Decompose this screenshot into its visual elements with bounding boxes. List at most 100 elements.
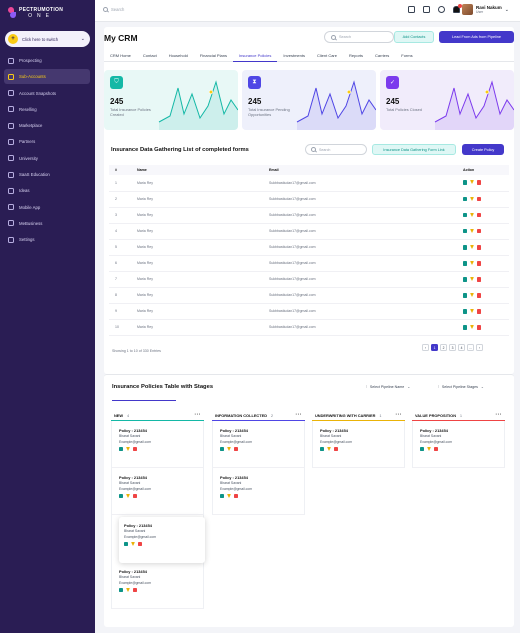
tab-carriers[interactable]: Carriers (375, 53, 390, 58)
filter-icon[interactable] (227, 493, 231, 498)
bell-icon[interactable] (453, 4, 462, 13)
filter-icon[interactable] (470, 293, 474, 298)
filter-icon[interactable] (470, 196, 474, 201)
sidebar-item-marketplace[interactable]: Marketplace (4, 118, 90, 133)
filter-icon[interactable] (470, 309, 474, 314)
user-menu[interactable]: Ravi Nakum User ⌄ (462, 4, 509, 15)
edit-icon[interactable] (463, 309, 467, 314)
policy-card[interactable]: Policy : 213454 Bharat Savani Example@gmai… (112, 421, 203, 468)
policy-card[interactable]: Policy : 213454 Bharat Savani Example@gmai… (112, 468, 203, 515)
table-row[interactable]: 5 Maria Rey Sukbbastiudan17@gmail.com (109, 239, 509, 256)
sidebar-item-reselling[interactable]: Reselling (4, 102, 90, 117)
form-link-button[interactable]: Insurance Data Gathering Form Link (372, 144, 456, 155)
table-row[interactable]: 3 Maria Rey Sukbbastiudan17@gmail.com (109, 207, 509, 224)
account-switch-button[interactable]: + Click here to switch ⌄ (5, 31, 90, 47)
filter-icon[interactable] (470, 244, 474, 249)
filter-icon[interactable] (227, 446, 231, 451)
table-row[interactable]: 10 Maria Rey Sukbbastiudan17@gmail.com (109, 319, 509, 336)
page-button[interactable]: 3 (449, 344, 456, 351)
tab-client-care[interactable]: Client Care (316, 53, 337, 58)
policy-card[interactable]: Policy : 213454 Bharat Savani Example@gmai… (413, 421, 504, 468)
filter-icon[interactable] (126, 587, 130, 592)
tab-crm-home[interactable]: CRM Home (110, 53, 131, 58)
edit-icon[interactable] (124, 541, 128, 547)
edit-icon[interactable] (420, 446, 424, 452)
table-row[interactable]: 9 Maria Rey Sukbbastiudan17@gmail.com (109, 303, 509, 320)
trash-icon[interactable] (477, 260, 481, 266)
pipeline-stages-select[interactable]: ⫶ Select Pipeline Stages ⌄ (438, 382, 484, 391)
trash-icon[interactable] (477, 277, 481, 282)
policy-card[interactable]: Policy : 213454 Bharat Savani Example@gmai… (112, 562, 203, 609)
tab-insurance-policies[interactable]: Insurance Policies (232, 51, 278, 62)
prev-page-button[interactable]: ‹ (422, 344, 429, 351)
page-button[interactable]: ... (467, 344, 474, 351)
edit-icon[interactable] (463, 260, 467, 266)
sidebar-item-mebusiness[interactable]: MeBusiness (4, 216, 90, 231)
trash-icon[interactable] (477, 309, 481, 314)
tab-forms[interactable]: Forms (401, 53, 413, 58)
filter-icon[interactable] (470, 325, 474, 330)
edit-icon[interactable] (463, 244, 467, 250)
brand-logo[interactable]: PECTRUMOTION ONE (8, 7, 63, 19)
sidebar-item-account-snapshots[interactable]: Account Snapshots (4, 86, 90, 101)
edit-icon[interactable] (463, 180, 467, 186)
sidebar-item-sub-accounts[interactable]: Sub-Accounts (4, 69, 90, 85)
edit-icon[interactable] (463, 293, 467, 298)
filter-icon[interactable] (327, 446, 331, 451)
filter-icon[interactable] (470, 277, 474, 281)
policy-card[interactable]: Policy : 213454 Bharat Savani Example@gmai… (213, 421, 304, 468)
trash-icon[interactable] (133, 587, 137, 593)
column-header-number[interactable]: # (109, 165, 131, 175)
sidebar-item-university[interactable]: University (4, 151, 90, 166)
dragging-policy-card[interactable]: Policy : 213454 Bharat Savani Example@gm… (119, 517, 205, 563)
trash-icon[interactable] (477, 212, 481, 218)
filter-icon[interactable] (126, 446, 130, 451)
filter-icon[interactable] (427, 446, 431, 451)
policy-card[interactable]: Policy : 213454 Bharat Savani Example@gmai… (213, 468, 304, 515)
trash-icon[interactable] (133, 446, 137, 452)
trash-icon[interactable] (477, 244, 481, 250)
tab-investments[interactable]: Investments (283, 53, 305, 58)
tab-reports[interactable]: Reports (349, 53, 364, 58)
page-button[interactable]: 4 (458, 344, 465, 351)
edit-icon[interactable] (119, 446, 123, 452)
edit-icon[interactable] (320, 446, 324, 452)
sidebar-item-saas-education[interactable]: SaaS Education (4, 167, 90, 182)
next-page-button[interactable]: › (476, 344, 483, 351)
trash-icon[interactable] (234, 446, 238, 452)
more-icon[interactable]: ··· (295, 412, 302, 418)
edit-icon[interactable] (119, 587, 123, 593)
tab-household[interactable]: Household (168, 53, 188, 58)
table-row[interactable]: 6 Maria Rey Sukbbastiudan17@gmail.com (109, 255, 509, 272)
tab-financial-plans[interactable]: Financial Plans (199, 53, 227, 58)
column-header-email[interactable]: Email (263, 165, 457, 175)
edit-icon[interactable] (463, 325, 467, 330)
edit-icon[interactable] (463, 277, 467, 282)
create-policy-button[interactable]: Create Policy (462, 144, 504, 155)
trash-icon[interactable] (133, 493, 137, 499)
page-button[interactable]: 1 (431, 344, 438, 351)
trash-icon[interactable] (234, 493, 238, 499)
settings-icon[interactable] (438, 6, 445, 13)
edit-icon[interactable] (119, 493, 123, 499)
crm-search-input[interactable]: Search (324, 31, 394, 43)
trash-icon[interactable] (477, 196, 481, 202)
global-search-input[interactable]: Search (103, 7, 124, 12)
add-contacts-button[interactable]: Add Contacts (394, 31, 434, 43)
home-icon[interactable] (408, 6, 415, 13)
sidebar-item-prospecting[interactable]: Prospecting (4, 53, 90, 68)
sidebar-item-partners[interactable]: Partners (4, 134, 90, 149)
edit-icon[interactable] (463, 212, 467, 218)
gathering-search-input[interactable]: Search (305, 144, 367, 155)
table-row[interactable]: 8 Maria Rey Sukbbastiudan17@gmail.com (109, 287, 509, 304)
page-button[interactable]: 2 (440, 344, 447, 351)
sidebar-item-settings[interactable]: Settings (4, 232, 90, 247)
trash-icon[interactable] (138, 541, 142, 547)
table-row[interactable]: 1 Maria Rey Sukbbastiudan17@gmail.com (109, 175, 509, 192)
filter-icon[interactable] (470, 228, 474, 233)
trash-icon[interactable] (477, 228, 481, 234)
trash-icon[interactable] (477, 293, 481, 298)
sidebar-item-mobile-app[interactable]: Mobile App (4, 200, 90, 215)
more-icon[interactable]: ··· (395, 412, 402, 418)
policy-card[interactable]: Policy : 213454 Bharat Savani Example@gmai… (313, 421, 404, 468)
